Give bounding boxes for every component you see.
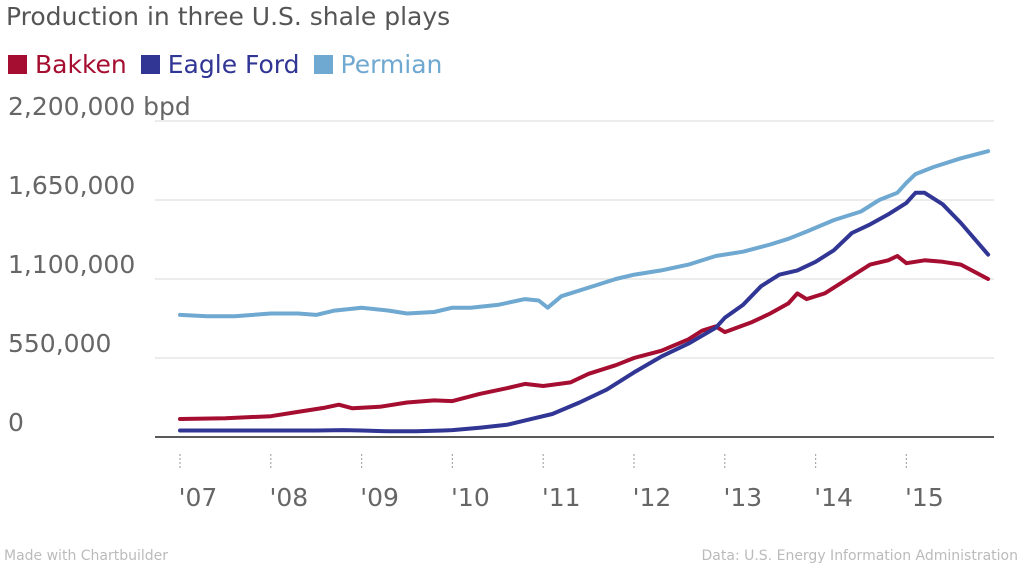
legend-item-eagle-ford: Eagle Ford: [140, 50, 300, 79]
y-tick-label-1-650-000: 1,650,000: [8, 171, 135, 200]
legend-item-permian: Permian: [313, 50, 443, 79]
series-line-eagle-ford: [178, 190, 991, 434]
footer-credit: Made with Chartbuilder: [4, 548, 169, 564]
x-tick-label-2013: '13: [723, 483, 762, 512]
series-line-permian: [178, 149, 991, 319]
legend-label-permian: Permian: [340, 50, 443, 79]
footer-source: Data: U.S. Energy Information Administra…: [701, 548, 1018, 564]
legend-label-bakken: Bakken: [35, 50, 127, 79]
legend-swatch-eagle-ford: [140, 55, 160, 74]
tick-labels: 0 550,000 1,100,000 1,650,000 2,200,000 bpd '…: [8, 92, 944, 512]
x-tick-label-2010: '10: [451, 483, 490, 512]
x-tick-label-2014: '14: [814, 483, 853, 512]
chart-title: Production in three U.S. shale plays: [6, 2, 451, 31]
y-tick-label-1-100-000: 1,100,000: [8, 250, 135, 279]
y-tick-label-2-200-000-bpd: 2,200,000 bpd: [8, 92, 191, 121]
x-tick-label-2009: '09: [360, 483, 399, 512]
legend-swatch-permian: [313, 55, 333, 74]
series-line-bakken: [178, 254, 991, 421]
legend-label-eagle-ford: Eagle Ford: [167, 50, 300, 79]
y-tick-label-550-000: 550,000: [8, 329, 111, 358]
gridlines: [155, 120, 994, 438]
x-tick-label-2008: '08: [269, 483, 308, 512]
x-tick-label-2011: '11: [542, 483, 581, 512]
x-axis: [179, 454, 908, 470]
x-tick-label-2015: '15: [905, 483, 944, 512]
legend: Bakken Eagle Ford Permian: [8, 50, 442, 79]
y-tick-label-0: 0: [8, 408, 24, 437]
legend-item-bakken: Bakken: [8, 50, 127, 79]
x-tick-label-2007: '07: [179, 483, 218, 512]
x-tick-label-2012: '12: [633, 483, 672, 512]
legend-swatch-bakken: [8, 55, 27, 74]
series-lines: [178, 149, 991, 434]
